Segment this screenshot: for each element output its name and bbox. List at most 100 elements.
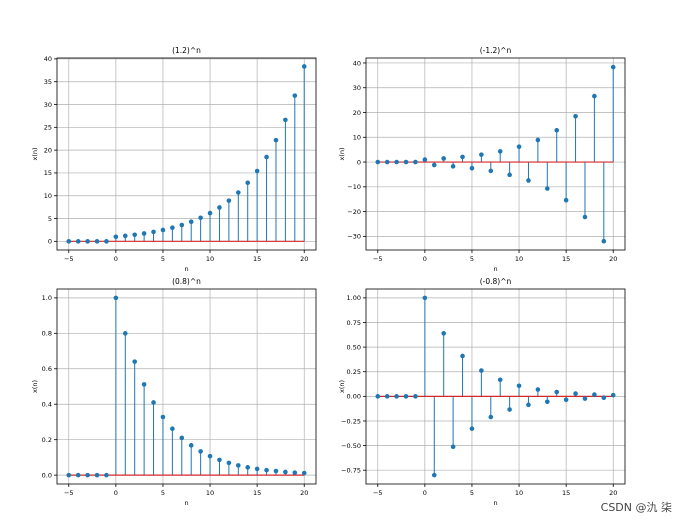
stem-marker — [132, 359, 137, 364]
y-axis-label: x(n) — [338, 380, 346, 393]
stem-marker — [292, 470, 298, 475]
stem-marker — [301, 470, 307, 476]
stem-marker — [66, 472, 72, 478]
y-tick-label: 20 — [44, 146, 52, 154]
stem-marker — [507, 407, 512, 412]
y-tick-label: 25 — [44, 124, 52, 132]
y-tick-label: −30 — [347, 233, 361, 241]
x-axis-label: n — [184, 265, 188, 273]
x-tick-label: 15 — [253, 255, 261, 263]
stem-marker — [479, 152, 484, 157]
stem-marker — [207, 210, 213, 216]
y-axis-label: x(n) — [338, 147, 346, 160]
chart-title: (-0.8)^n — [480, 277, 512, 286]
subplot-2: −5 0 5 10 15 20 −30 −20 −10 0 10 20 30 40 (-1.2)^n n x(n… — [338, 46, 626, 273]
stem-marker — [198, 449, 203, 454]
x-tick-label: 20 — [300, 255, 308, 263]
stem-marker — [151, 400, 156, 405]
stem-marker — [236, 190, 241, 195]
stem-marker — [226, 198, 232, 203]
x-tick-label: 5 — [470, 255, 474, 263]
stem-marker — [450, 164, 456, 169]
stem-marker — [394, 394, 399, 399]
x-tick-label: 10 — [206, 255, 214, 263]
stem-marker — [460, 353, 465, 359]
x-tick-label: −5 — [64, 489, 74, 497]
stem-marker — [601, 238, 607, 244]
stem-marker — [122, 233, 128, 239]
stem-marker — [217, 457, 222, 463]
stem-marker — [413, 159, 418, 165]
stem-marker — [450, 444, 456, 450]
stem-marker — [516, 383, 522, 389]
subplot-3: −5 0 5 10 15 20 0.0 0.2 0.4 0.6 0.8 1.0 (0.8)^n n x(n) — [31, 277, 317, 507]
x-axis-label: n — [184, 499, 188, 507]
stem-marker — [375, 394, 381, 399]
stem-marker — [431, 162, 437, 168]
y-tick-label: 30 — [353, 84, 361, 92]
stem-marker — [601, 395, 607, 401]
stem-marker — [66, 239, 72, 244]
stem-marker — [122, 331, 128, 336]
y-axis-label: x(n) — [31, 147, 39, 160]
y-tick-label: 10 — [44, 192, 52, 200]
axes-frame — [365, 57, 626, 251]
stem-marker — [151, 229, 156, 235]
stem-marker — [160, 227, 166, 233]
stem-marker — [141, 382, 147, 387]
x-tick-label: 10 — [515, 489, 523, 497]
stem-marker — [610, 392, 616, 398]
chart-title: (-1.2)^n — [480, 46, 512, 55]
stem-marker — [188, 443, 194, 448]
stem-marker — [422, 157, 428, 162]
x-tick-label: 0 — [114, 255, 118, 263]
stem-marker — [292, 93, 298, 98]
stem-marker — [160, 414, 166, 420]
y-tick-label: 0.75 — [347, 319, 361, 327]
subplot-1: −5 0 5 10 15 20 0 5 10 15 20 25 30 35 40 (1.2)^n n x(n) — [31, 46, 317, 273]
stem-marker — [582, 396, 588, 401]
stem-marker — [94, 472, 100, 478]
stem-marker — [113, 295, 119, 301]
stem-marker — [413, 394, 418, 399]
y-tick-label: 0.2 — [42, 436, 52, 444]
stem-marker — [592, 93, 597, 99]
stem-marker — [441, 331, 447, 336]
x-tick-label: 10 — [515, 255, 523, 263]
x-tick-label: 0 — [114, 489, 118, 497]
stem-marker — [479, 368, 484, 373]
stem-marker — [141, 231, 147, 236]
y-tick-label: 0.8 — [42, 330, 52, 338]
stem-marker — [573, 391, 578, 396]
x-tick-label: 15 — [253, 489, 261, 497]
y-tick-label: −0.50 — [341, 442, 361, 450]
stem-marker — [469, 165, 475, 171]
chart-title: (1.2)^n — [172, 46, 201, 55]
y-tick-label: 15 — [44, 169, 52, 177]
y-tick-label: 0.0 — [42, 471, 52, 479]
y-tick-label: 1.0 — [42, 294, 52, 302]
y-tick-label: 1.00 — [347, 294, 361, 302]
x-tick-label: −5 — [64, 255, 74, 263]
stem-marker — [507, 172, 512, 178]
stem-marker — [610, 64, 616, 70]
stem-marker — [75, 239, 81, 244]
y-tick-label: 20 — [353, 109, 361, 117]
stem-marker — [394, 159, 399, 165]
stem-marker — [179, 222, 185, 228]
stem-marker — [132, 232, 137, 238]
stem-marker — [545, 399, 550, 405]
y-axis-label: x(n) — [31, 380, 39, 393]
stem-marker — [245, 465, 251, 470]
axes-frame — [56, 57, 317, 251]
y-tick-label: 40 — [353, 59, 361, 67]
x-tick-label: 5 — [470, 489, 474, 497]
stem-marker — [226, 460, 232, 466]
stem-marker — [375, 159, 381, 165]
stem-marker — [535, 387, 541, 392]
stem-marker — [273, 468, 279, 474]
stem-marker — [85, 239, 90, 244]
y-tick-label: −0.25 — [341, 417, 361, 425]
y-tick-label: 0.50 — [347, 343, 361, 351]
